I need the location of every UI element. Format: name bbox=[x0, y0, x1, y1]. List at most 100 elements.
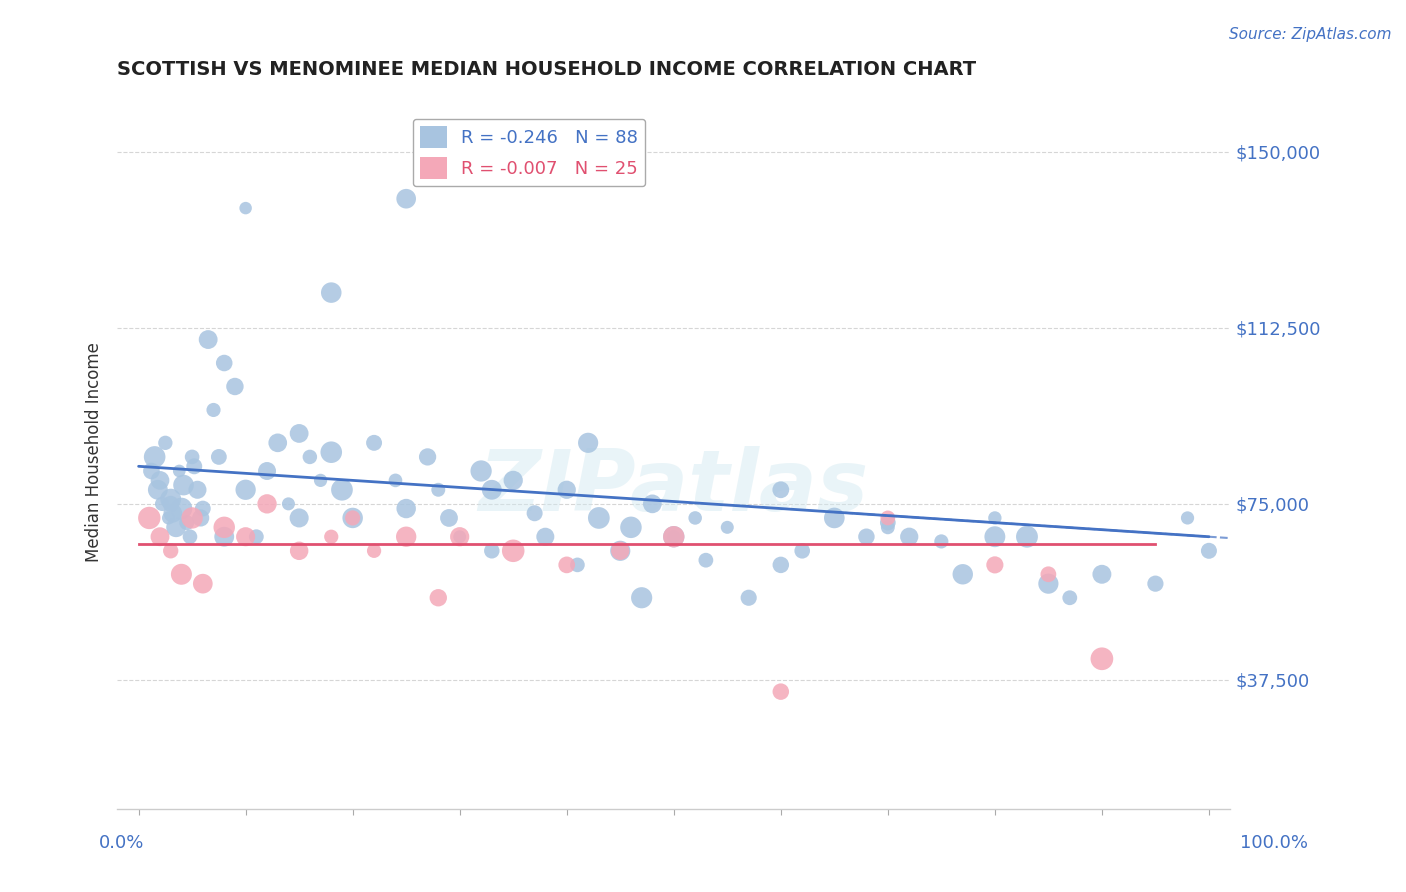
Point bbox=[321, 445, 343, 459]
Point bbox=[150, 497, 173, 511]
Point bbox=[141, 464, 163, 478]
Point bbox=[288, 511, 311, 525]
Point bbox=[567, 558, 589, 572]
Point bbox=[1091, 567, 1114, 582]
Point bbox=[769, 684, 792, 698]
Point bbox=[1177, 511, 1199, 525]
Point bbox=[502, 543, 524, 558]
Point bbox=[235, 201, 257, 215]
Point bbox=[523, 506, 546, 520]
Point bbox=[159, 497, 181, 511]
Point bbox=[823, 511, 845, 525]
Point bbox=[662, 530, 685, 544]
Point bbox=[384, 474, 406, 488]
Point bbox=[143, 450, 166, 464]
Point bbox=[1144, 576, 1167, 591]
Point bbox=[277, 497, 299, 511]
Point bbox=[190, 511, 212, 525]
Point bbox=[288, 426, 311, 441]
Point bbox=[179, 530, 201, 544]
Point bbox=[481, 543, 503, 558]
Point bbox=[984, 558, 1007, 572]
Point bbox=[267, 435, 290, 450]
Point bbox=[876, 516, 898, 530]
Point bbox=[395, 530, 418, 544]
Point bbox=[984, 511, 1007, 525]
Text: 100.0%: 100.0% bbox=[1240, 834, 1308, 852]
Legend: R = -0.246   N = 88, R = -0.007   N = 25: R = -0.246 N = 88, R = -0.007 N = 25 bbox=[412, 119, 645, 186]
Point bbox=[235, 483, 257, 497]
Point bbox=[212, 520, 235, 534]
Point bbox=[173, 478, 195, 492]
Point bbox=[427, 591, 450, 605]
Point bbox=[609, 543, 631, 558]
Point bbox=[186, 483, 208, 497]
Point bbox=[416, 450, 439, 464]
Point bbox=[330, 483, 353, 497]
Point bbox=[235, 530, 257, 544]
Point bbox=[620, 520, 643, 534]
Point bbox=[437, 511, 460, 525]
Text: 0.0%: 0.0% bbox=[98, 834, 143, 852]
Point bbox=[769, 558, 792, 572]
Point bbox=[183, 459, 205, 474]
Point bbox=[256, 464, 278, 478]
Point bbox=[342, 511, 364, 525]
Point bbox=[202, 403, 225, 417]
Point bbox=[427, 483, 450, 497]
Point bbox=[630, 591, 652, 605]
Point bbox=[952, 567, 974, 582]
Point bbox=[181, 511, 204, 525]
Point bbox=[169, 464, 191, 478]
Point bbox=[769, 483, 792, 497]
Point bbox=[876, 520, 898, 534]
Point bbox=[855, 530, 877, 544]
Point bbox=[641, 497, 664, 511]
Point bbox=[662, 530, 685, 544]
Point bbox=[683, 511, 706, 525]
Point bbox=[146, 483, 169, 497]
Point bbox=[191, 501, 214, 516]
Point bbox=[224, 379, 246, 393]
Point bbox=[984, 530, 1007, 544]
Point bbox=[321, 285, 343, 300]
Point bbox=[395, 501, 418, 516]
Point bbox=[197, 333, 219, 347]
Point bbox=[162, 506, 184, 520]
Point bbox=[555, 558, 578, 572]
Point bbox=[138, 511, 160, 525]
Text: Source: ZipAtlas.com: Source: ZipAtlas.com bbox=[1229, 27, 1392, 42]
Point bbox=[191, 576, 214, 591]
Point bbox=[208, 450, 231, 464]
Point bbox=[298, 450, 321, 464]
Point bbox=[555, 483, 578, 497]
Point bbox=[1091, 652, 1114, 666]
Point bbox=[716, 520, 738, 534]
Point bbox=[1038, 567, 1060, 582]
Point bbox=[256, 497, 278, 511]
Point bbox=[1198, 543, 1220, 558]
Point bbox=[502, 474, 524, 488]
Point bbox=[342, 511, 364, 525]
Point bbox=[170, 501, 193, 516]
Point bbox=[157, 511, 180, 525]
Point bbox=[176, 516, 198, 530]
Point bbox=[876, 511, 898, 525]
Point bbox=[149, 530, 172, 544]
Y-axis label: Median Household Income: Median Household Income bbox=[86, 343, 103, 562]
Point bbox=[309, 474, 332, 488]
Point bbox=[470, 464, 492, 478]
Point bbox=[737, 591, 759, 605]
Point bbox=[288, 543, 311, 558]
Point bbox=[449, 530, 471, 544]
Point bbox=[155, 435, 177, 450]
Point bbox=[165, 520, 187, 534]
Point bbox=[481, 483, 503, 497]
Point bbox=[588, 511, 610, 525]
Point bbox=[609, 543, 631, 558]
Point bbox=[449, 530, 471, 544]
Point bbox=[212, 356, 235, 370]
Point bbox=[321, 530, 343, 544]
Point bbox=[159, 543, 181, 558]
Point bbox=[662, 530, 685, 544]
